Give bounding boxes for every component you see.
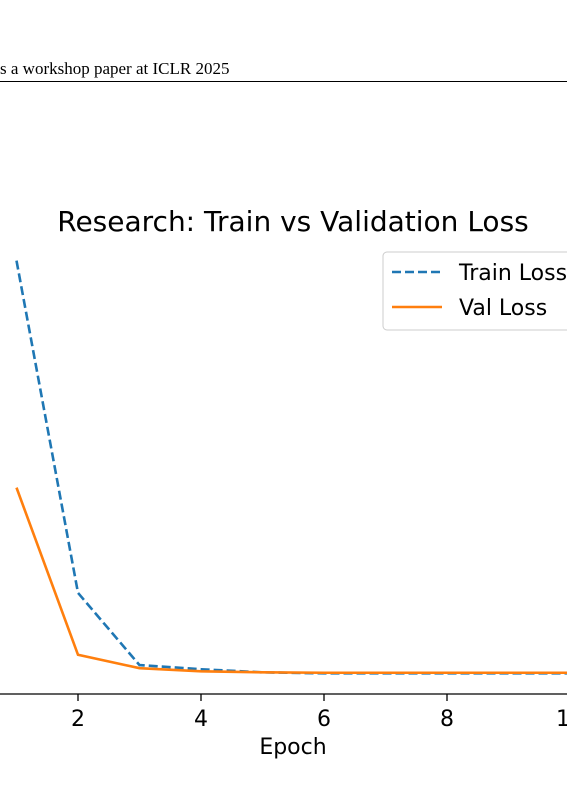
legend-box (382, 251, 567, 331)
chart-title: Research: Train vs Validation Loss (57, 205, 529, 238)
series-line (15, 487, 567, 675)
x-tick-label: 6 (317, 707, 331, 732)
x-tick-label: 2 (71, 707, 85, 732)
x-tick-label: 8 (440, 707, 454, 732)
x-tick-label: 4 (194, 707, 208, 732)
legend-label: Train Loss (458, 261, 567, 286)
legend-label: Val Loss (459, 296, 547, 321)
x-tick-label: 10 (556, 707, 567, 732)
running-header: s a workshop paper at ICLR 2025 (0, 59, 229, 78)
x-axis-label: Epoch (259, 735, 326, 760)
